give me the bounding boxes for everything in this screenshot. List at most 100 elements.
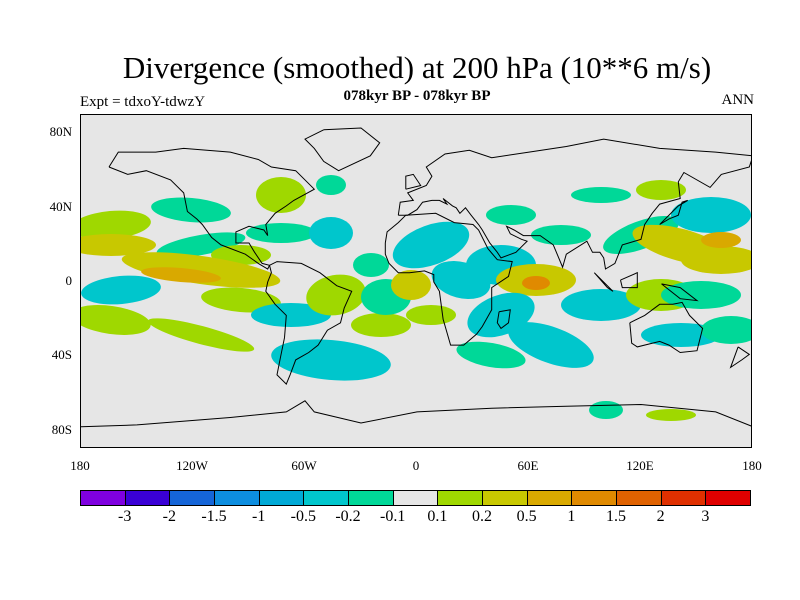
divergence-contour (141, 267, 221, 283)
divergence-contour (671, 197, 751, 233)
divergence-contour (353, 253, 389, 277)
coastline (496, 309, 511, 330)
colorbar-label: 2 (656, 508, 665, 525)
divergence-contour (701, 232, 741, 248)
coastline (81, 400, 751, 428)
divergence-contour (571, 187, 631, 203)
latitude-label: 0 (65, 273, 73, 288)
divergence-contour (246, 223, 316, 243)
latitude-label: 40N (49, 199, 72, 214)
divergence-contour (456, 341, 526, 369)
season-label: ANN (721, 92, 755, 108)
divergence-contour (641, 323, 721, 347)
divergence-contour (636, 180, 686, 200)
divergence-contour (681, 246, 751, 274)
divergence-contour (589, 401, 623, 419)
colorbar-swatch (303, 490, 349, 506)
colorbar-label: -3 (117, 508, 132, 525)
colorbar-swatch (571, 490, 617, 506)
colorbar-swatch (482, 490, 528, 506)
divergence-field-layer (81, 175, 751, 421)
colorbar-swatch (214, 490, 260, 506)
longitude-label: 60E (517, 458, 539, 473)
colorbar-swatch (616, 490, 662, 506)
divergence-contour (351, 313, 411, 337)
coastline (593, 272, 614, 292)
coastline (661, 283, 699, 302)
coastline (397, 138, 751, 270)
divergence-contour (81, 234, 156, 256)
longitude-label: 60W (291, 458, 317, 473)
divergence-contour (508, 322, 594, 368)
colorbar-label: -2 (162, 508, 176, 525)
coastline-layer (81, 127, 751, 428)
coastline (405, 173, 422, 190)
colorbar-label: 0.2 (472, 508, 492, 525)
colorbar-swatch (705, 490, 751, 506)
longitude-label: 0 (412, 458, 420, 473)
divergence-contour (156, 232, 246, 258)
longitude-label: 120W (176, 458, 208, 473)
divergence-contour (646, 409, 696, 421)
coastline (384, 212, 513, 346)
divergence-contour (147, 318, 255, 352)
coastline (108, 147, 316, 270)
divergence-contour (309, 217, 353, 249)
chart-title: Divergence (smoothed) at 200 hPa (10**6 … (122, 50, 712, 85)
divergence-contour (391, 270, 431, 300)
divergence-contour (81, 305, 151, 335)
colorbar-swatch (80, 490, 126, 506)
latitude-label: 80N (49, 124, 72, 139)
divergence-contour (201, 287, 281, 313)
map-panel (80, 114, 752, 448)
divergence-contour (392, 221, 470, 269)
colorbar-swatch (169, 490, 215, 506)
divergence-contour (256, 177, 306, 213)
divergence-contour (561, 289, 641, 321)
divergence-contour (531, 225, 591, 245)
colorbar-label: 0.1 (427, 508, 448, 525)
colorbar-label: -1 (251, 508, 266, 525)
divergence-contour (306, 274, 366, 316)
divergence-contour (251, 303, 331, 327)
colorbar-swatch (348, 490, 394, 506)
divergence-contour (271, 339, 391, 381)
colorbar-swatch (526, 490, 573, 506)
divergence-contour (81, 210, 151, 240)
coastline (620, 271, 638, 289)
colorbar-label: -1.5 (201, 508, 227, 525)
colorbar-swatch (392, 490, 439, 506)
longitude-label: 180 (70, 458, 90, 473)
divergence-contour (486, 205, 536, 225)
colorbar-label: 1.5 (606, 508, 626, 525)
colorbar-label: 0.5 (516, 508, 537, 525)
longitude-label: 180 (742, 458, 762, 473)
divergence-contour (701, 316, 751, 344)
colorbar-swatch (124, 490, 171, 506)
coastline (629, 301, 704, 354)
divergence-contour (151, 197, 231, 223)
latitude-label: 80S (51, 422, 72, 437)
colorbar-label: 1 (567, 508, 576, 525)
colorbar-label: 3 (701, 508, 710, 525)
coastline (304, 127, 381, 172)
divergence-map (81, 127, 751, 428)
latitude-label: 40S (51, 347, 72, 362)
colorbar-label: -0.2 (335, 508, 361, 525)
divergence-contour (316, 175, 346, 195)
colorbar-label: -0.1 (379, 508, 406, 525)
divergence-contour (81, 275, 161, 305)
coastline (265, 261, 353, 385)
divergence-contour (522, 276, 550, 290)
colorbar-swatch (258, 490, 305, 506)
coastline (729, 346, 751, 369)
experiment-label: Expt = tdxoY-tdwzY (80, 94, 206, 110)
longitude-label: 120E (626, 458, 654, 473)
divergence-contour (121, 252, 281, 288)
divergence-contour (406, 305, 456, 325)
colorbar-swatch (437, 490, 483, 506)
coastline (659, 199, 688, 225)
time-period-label: 078kyr BP - 078kyr BP (343, 88, 491, 104)
colorbar-label: -0.5 (290, 508, 316, 525)
divergence-contour (661, 281, 741, 309)
